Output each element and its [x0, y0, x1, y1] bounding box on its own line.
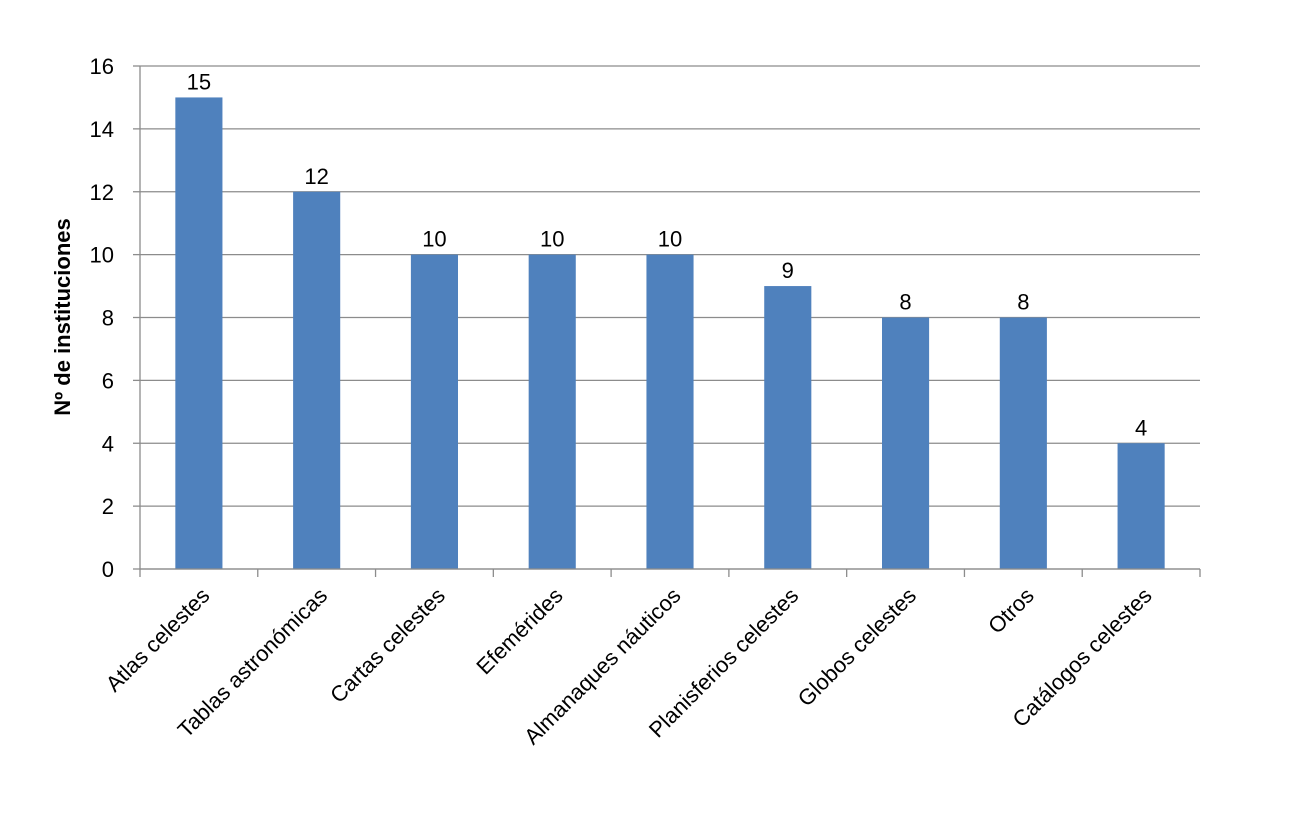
- y-tick-label: 4: [102, 431, 114, 456]
- data-label: 10: [658, 227, 682, 252]
- bar: [999, 317, 1047, 569]
- data-label: 12: [304, 164, 328, 189]
- x-tick-label: Otros: [983, 583, 1039, 639]
- y-axis-title: Nº de instituciones: [50, 218, 75, 416]
- data-label: 9: [782, 258, 794, 283]
- y-tick-label: 6: [102, 368, 114, 393]
- y-tick-label: 10: [90, 243, 114, 268]
- bar: [528, 254, 576, 569]
- data-label: 10: [422, 227, 446, 252]
- data-label: 8: [1017, 290, 1029, 315]
- x-tick-label: Cartas celestes: [325, 583, 450, 708]
- bar: [1117, 443, 1165, 569]
- bar: [175, 97, 223, 569]
- data-label: 10: [540, 227, 564, 252]
- bar: [293, 191, 341, 569]
- x-tick-label: Globos celestes: [793, 583, 921, 711]
- data-label: 8: [899, 290, 911, 315]
- y-tick-label: 16: [90, 54, 114, 79]
- data-label: 15: [187, 69, 211, 94]
- bar: [646, 254, 694, 569]
- y-tick-label: 14: [90, 117, 114, 142]
- y-tick-label: 2: [102, 494, 114, 519]
- bar: [882, 317, 930, 569]
- y-tick-label: 12: [90, 180, 114, 205]
- bar: [764, 286, 812, 569]
- x-tick-label: Efemérides: [471, 583, 567, 679]
- y-tick-label: 0: [102, 557, 114, 582]
- y-tick-label: 8: [102, 306, 114, 331]
- bar: [410, 254, 458, 569]
- x-tick-label: Atlas celestes: [101, 583, 215, 697]
- data-label: 4: [1135, 415, 1147, 440]
